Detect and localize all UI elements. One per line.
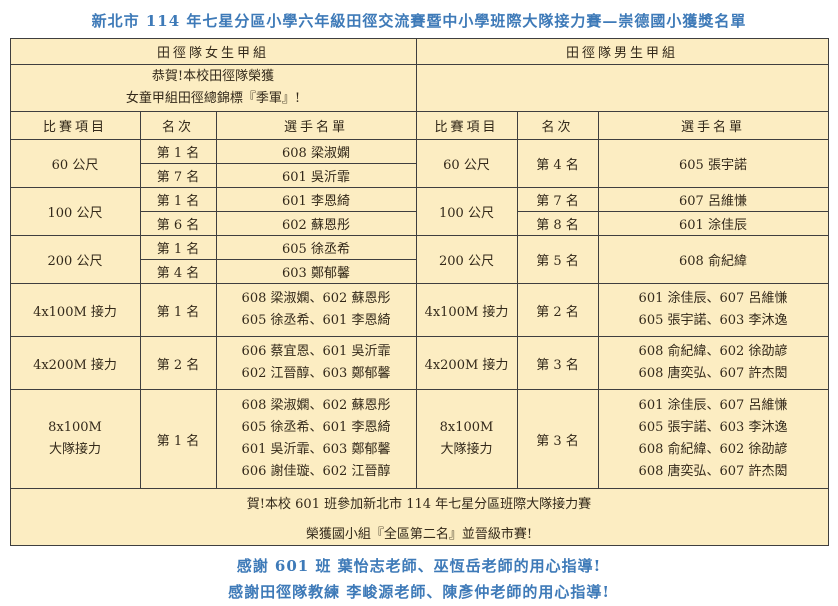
highlight-line2: 榮獲國小組『全區第二名』並晉級市賽! (305, 526, 533, 542)
names-cell: 601 吳沂霏 (215, 163, 417, 189)
row-200m-2: 第 4 名 603 鄭郁馨 (10, 259, 828, 285)
rank-cell: 第 2 名 (139, 336, 217, 391)
girls-col-rank: 名次 (139, 111, 217, 141)
rank-cell: 第 7 名 (516, 187, 599, 213)
rank-cell: 第 2 名 (516, 283, 599, 338)
names-cell: 601 涂佳辰、607 呂維慊 605 張宇諾、603 李沐逸 (597, 283, 829, 338)
rank-cell: 第 6 名 (139, 211, 217, 237)
girls-col-event: 比賽項目 (9, 111, 141, 141)
boys-note-empty (415, 63, 829, 113)
class-highlight-row: 賀!本校 601 班參加新北市 114 年七星分區班際大隊接力賽 榮獲國小組『全… (9, 488, 829, 547)
rank-cell: 第 5 名 (516, 235, 599, 285)
rank-cell: 第 7 名 (139, 163, 217, 189)
names-cell: 608 俞紀緯、602 徐劭諺 608 唐奕弘、607 許杰閎 (597, 336, 829, 391)
boys-col-event: 比賽項目 (415, 111, 518, 141)
group-header-row: 田徑隊女生甲組 田徑隊男生甲組 (9, 38, 829, 65)
row-100m-1: 100 公尺 第 1 名 601 李恩綺 100 公尺 第 7 名 607 呂維… (9, 187, 829, 237)
girls-event-60m: 60 公尺 (9, 139, 141, 189)
rank-cell: 第 3 名 (516, 389, 599, 490)
award-table: 田徑隊女生甲組 田徑隊男生甲組 恭賀!本校田徑隊榮獲 女童甲組田徑總錦標『季軍』… (9, 38, 829, 547)
boys-col-rank: 名次 (516, 111, 599, 141)
girls-event-100m: 100 公尺 (9, 187, 141, 237)
rank-cell: 第 1 名 (139, 139, 217, 165)
row-4x100m: 4x100M 接力 第 1 名 608 梁淑嫻、602 蘇恩彤 605 徐丞希、… (9, 283, 829, 338)
names-cell: 608 梁淑嫻、602 蘇恩彤 605 徐丞希、601 李恩綺 601 吳沂霏、… (215, 389, 417, 490)
note-row: 恭賀!本校田徑隊榮獲 女童甲組田徑總錦標『季軍』! (9, 63, 829, 113)
boys-event-4x100m: 4x100M 接力 (415, 283, 518, 338)
names-cell: 608 梁淑嫻、602 蘇恩彤 605 徐丞希、601 李恩綺 (215, 283, 417, 338)
row-60m-1: 60 公尺 第 1 名 608 梁淑嫻 60 公尺 第 4 名 605 張宇諾 (9, 139, 829, 189)
girls-event-4x100m: 4x100M 接力 (9, 283, 141, 338)
row-100m-2: 第 6 名 602 蘇恩彤 第 8 名 601 涂佳辰 (10, 211, 829, 237)
thanks-line1: 感謝 601 班 葉怡志老師、巫恆岳老師的用心指導! (236, 557, 602, 576)
boys-event-8x100m: 8x100M 大隊接力 (415, 389, 518, 490)
thanks-note: 感謝 601 班 葉怡志老師、巫恆岳老師的用心指導! 感謝田徑隊教練 李峻源老師… (0, 553, 838, 606)
boys-event-200m: 200 公尺 (415, 235, 518, 285)
names-cell: 607 呂維慊 (597, 187, 829, 213)
page-title: 新北市 114 年七星分區小學六年級田徑交流賽暨中小學班際大隊接力賽—崇德國小獲… (91, 12, 747, 30)
names-cell: 608 俞紀緯 (597, 235, 829, 285)
boys-event-100m: 100 公尺 (415, 187, 518, 237)
names-cell: 605 徐丞希 (215, 235, 417, 261)
girls-col-names: 選手名單 (215, 111, 417, 141)
names-cell: 606 蔡宜恩、601 吳沂霏 602 江晉醇、603 鄭郁馨 (215, 336, 417, 391)
girls-event-200m: 200 公尺 (9, 235, 141, 285)
row-8x100m: 8x100M 大隊接力 第 1 名 608 梁淑嫻、602 蘇恩彤 605 徐丞… (9, 389, 829, 490)
names-cell: 601 涂佳辰、607 呂維慊 605 張宇諾、603 李沐逸 608 俞紀緯、… (597, 389, 829, 490)
girls-note: 恭賀!本校田徑隊榮獲 女童甲組田徑總錦標『季軍』! (9, 63, 417, 113)
names-cell: 605 張宇諾 (597, 139, 829, 189)
rank-cell: 第 1 名 (139, 187, 217, 213)
rank-cell: 第 4 名 (516, 139, 599, 189)
row-200m-1: 200 公尺 第 1 名 605 徐丞希 200 公尺 第 5 名 608 俞紀… (9, 235, 829, 285)
rank-cell: 第 4 名 (139, 259, 217, 285)
boys-group-header: 田徑隊男生甲組 (415, 38, 829, 65)
row-4x200m: 4x200M 接力 第 2 名 606 蔡宜恩、601 吳沂霏 602 江晉醇、… (9, 336, 829, 391)
names-cell: 602 蘇恩彤 (215, 211, 417, 237)
rank-cell: 第 8 名 (516, 211, 599, 237)
column-header-row: 比賽項目 名次 選手名單 比賽項目 名次 選手名單 (9, 111, 829, 141)
names-cell: 601 涂佳辰 (597, 211, 829, 237)
girls-event-4x200m: 4x200M 接力 (9, 336, 141, 391)
girls-group-header: 田徑隊女生甲組 (9, 38, 417, 65)
rank-cell: 第 1 名 (139, 389, 217, 490)
names-cell: 608 梁淑嫻 (215, 139, 417, 165)
rank-cell: 第 1 名 (139, 235, 217, 261)
rank-cell: 第 3 名 (516, 336, 599, 391)
boys-col-names: 選手名單 (597, 111, 829, 141)
highlight-line1: 賀!本校 601 班參加新北市 114 年七星分區班際大隊接力賽 (246, 496, 592, 512)
class-highlight-cell: 賀!本校 601 班參加新北市 114 年七星分區班際大隊接力賽 榮獲國小組『全… (9, 488, 829, 547)
boys-event-4x200m: 4x200M 接力 (415, 336, 518, 391)
girls-event-8x100m: 8x100M 大隊接力 (9, 389, 141, 490)
names-cell: 601 李恩綺 (215, 187, 417, 213)
thanks-line2: 感謝田徑隊教練 李峻源老師、陳彥仲老師的用心指導! (228, 583, 610, 602)
rank-cell: 第 1 名 (139, 283, 217, 338)
names-cell: 603 鄭郁馨 (215, 259, 417, 285)
boys-event-60m: 60 公尺 (415, 139, 518, 189)
